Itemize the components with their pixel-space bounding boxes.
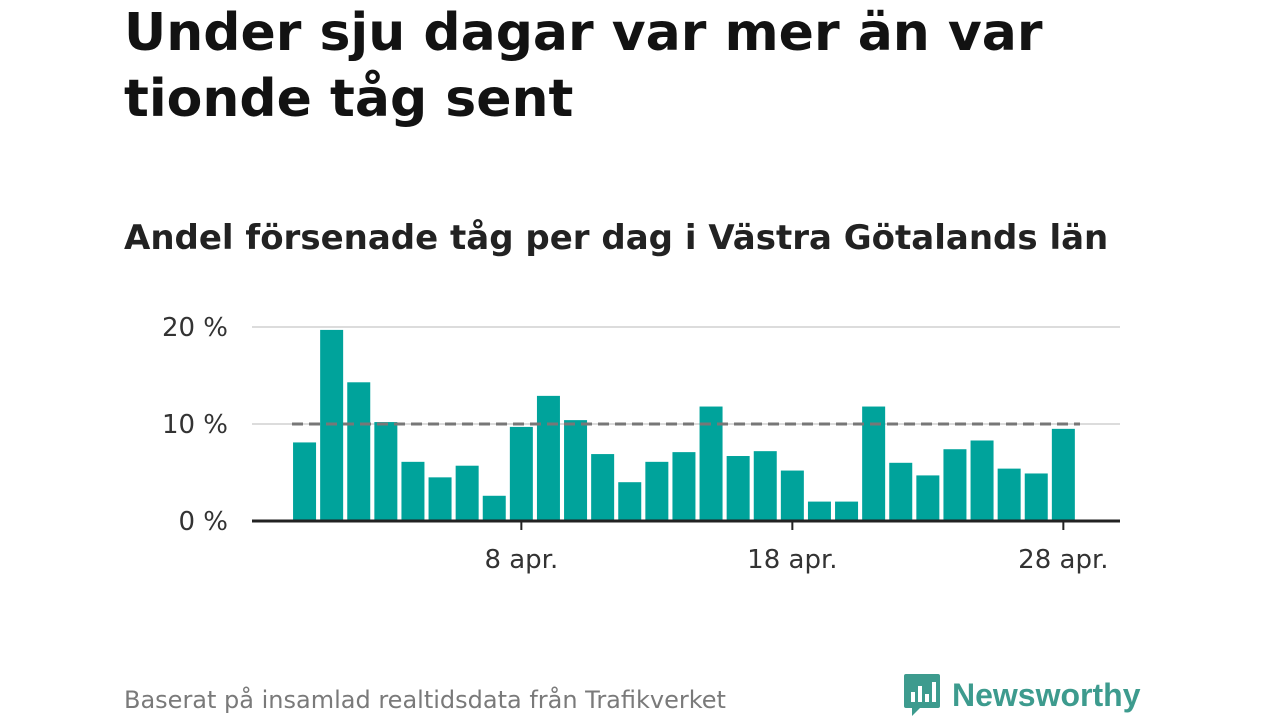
bar bbox=[753, 451, 777, 521]
source-note: Baserat på insamlad realtidsdata från Tr… bbox=[124, 686, 726, 714]
newsworthy-logo-icon bbox=[904, 674, 940, 716]
gridlines bbox=[252, 326, 1120, 425]
y-axis-labels: 0 % 10 % 20 % bbox=[162, 313, 228, 537]
bar bbox=[618, 482, 642, 521]
bars bbox=[293, 329, 1075, 521]
bar bbox=[509, 426, 533, 521]
y-tick-label: 10 % bbox=[162, 410, 228, 440]
bar bbox=[916, 475, 940, 521]
bar bbox=[699, 406, 723, 521]
bar bbox=[482, 495, 506, 521]
x-axis bbox=[252, 519, 1120, 530]
bar bbox=[970, 440, 994, 521]
bar bbox=[943, 449, 967, 521]
x-axis-labels: 8 apr. 18 apr. 28 apr. bbox=[484, 545, 1108, 575]
bar bbox=[862, 406, 886, 521]
bar bbox=[401, 461, 425, 521]
bar bbox=[455, 465, 479, 521]
bar bbox=[428, 477, 452, 521]
bar bbox=[564, 420, 588, 521]
bar bbox=[889, 462, 913, 521]
bar bbox=[835, 501, 859, 521]
x-tick-label: 8 apr. bbox=[484, 545, 558, 575]
bar bbox=[780, 470, 804, 521]
bar bbox=[591, 454, 615, 521]
bar bbox=[1051, 428, 1075, 521]
x-tick-label: 28 apr. bbox=[1018, 545, 1108, 575]
x-tick-label: 18 apr. bbox=[747, 545, 837, 575]
bar bbox=[374, 422, 398, 521]
chart-subtitle: Andel försenade tåg per dag i Västra Göt… bbox=[124, 218, 1109, 258]
bar bbox=[536, 395, 560, 521]
newsworthy-logo-text: Newsworthy bbox=[952, 676, 1141, 713]
chart-title: Under sju dagar var mer än var tionde tå… bbox=[124, 3, 1043, 129]
bar bbox=[645, 461, 669, 521]
bar bbox=[1024, 473, 1048, 521]
bar bbox=[726, 456, 750, 521]
y-tick-label: 20 % bbox=[162, 313, 228, 343]
bar bbox=[672, 452, 696, 521]
bar bbox=[997, 468, 1021, 521]
newsworthy-logo: Newsworthy bbox=[902, 672, 1140, 718]
y-tick-label: 0 % bbox=[178, 507, 228, 537]
bar bbox=[293, 442, 317, 521]
bar bbox=[807, 501, 831, 521]
bar bbox=[347, 382, 371, 521]
